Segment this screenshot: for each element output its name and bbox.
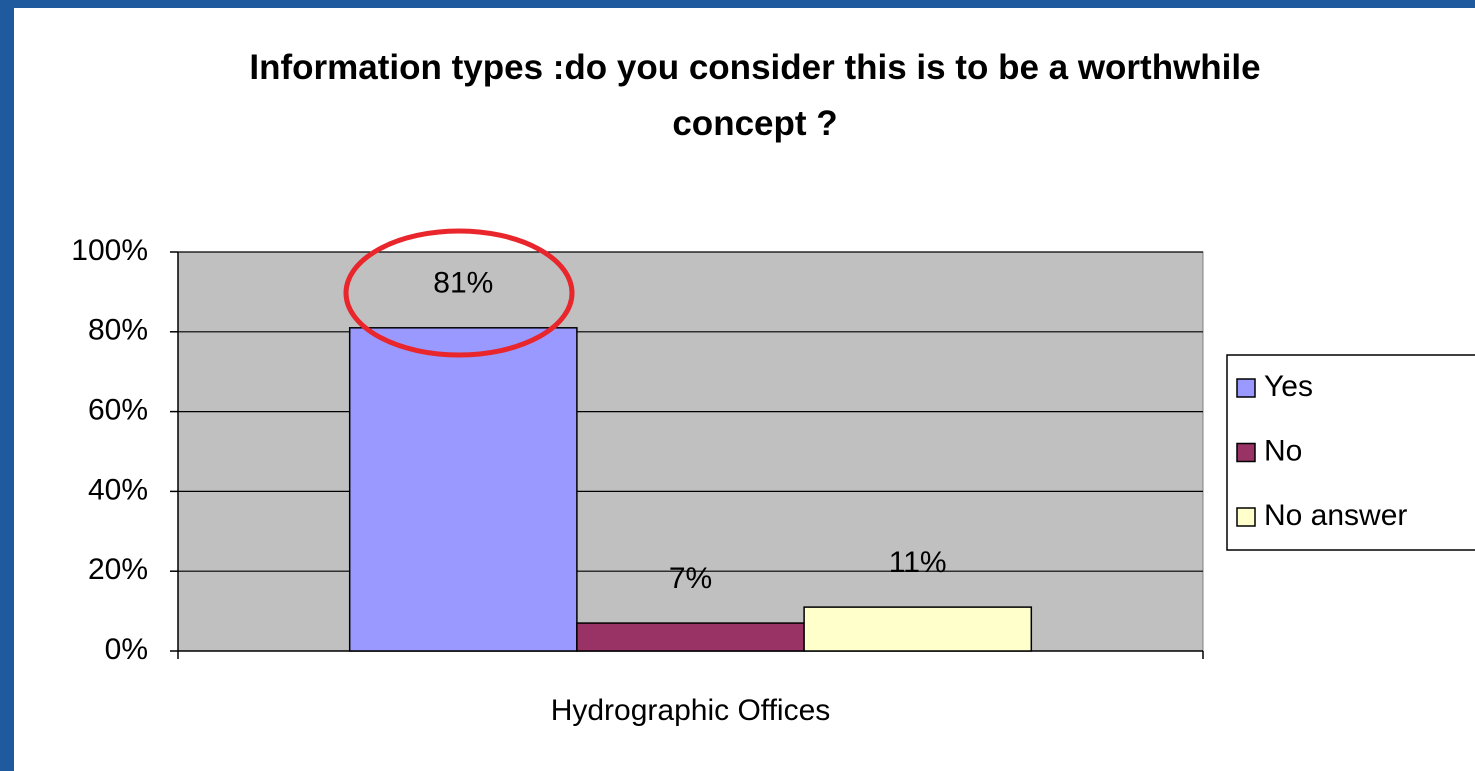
legend-swatch <box>1236 442 1256 463</box>
data-label: 81% <box>433 267 493 300</box>
bar <box>348 327 578 652</box>
plot-area <box>177 251 1204 652</box>
legend-label: Yes <box>1264 370 1313 403</box>
legend-label: No <box>1264 434 1302 467</box>
y-tick-label: 20% <box>88 553 148 586</box>
legend-swatch <box>1236 378 1256 398</box>
legend-box <box>1226 354 1475 551</box>
data-label: 7% <box>669 562 712 595</box>
bar <box>576 622 805 652</box>
bar <box>803 606 1033 652</box>
legend-swatch <box>1236 507 1256 527</box>
y-tick-label: 0% <box>105 633 148 666</box>
y-tick-label: 100% <box>71 234 148 267</box>
y-tick-label: 80% <box>88 314 148 347</box>
x-tick-label: Hydrographic Offices <box>551 694 831 727</box>
chart-title: Information types :do you consider this … <box>249 48 1261 143</box>
legend-label: No answer <box>1264 499 1407 532</box>
y-tick-label: 60% <box>88 394 148 427</box>
data-label: 11% <box>889 546 947 579</box>
highlight-ellipse <box>343 228 575 358</box>
y-tick-label: 40% <box>88 473 148 506</box>
